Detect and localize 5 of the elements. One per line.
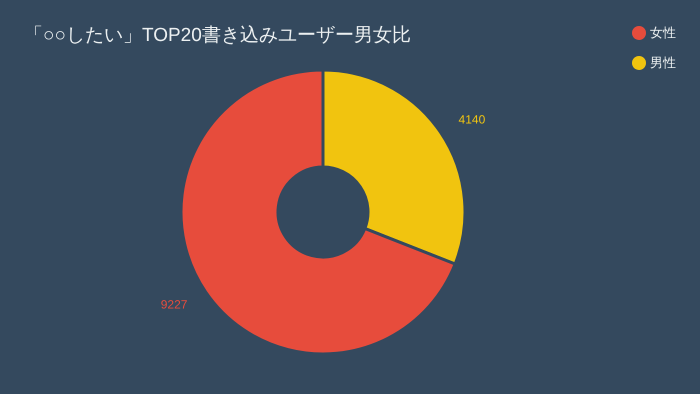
data-label: 4140 bbox=[458, 112, 486, 127]
data-label: 9227 bbox=[160, 297, 188, 312]
legend-label: 男性 bbox=[650, 55, 676, 70]
chart-title: 「○○したい」TOP20書き込みユーザー男女比 bbox=[24, 24, 411, 48]
legend-label: 女性 bbox=[650, 25, 676, 40]
